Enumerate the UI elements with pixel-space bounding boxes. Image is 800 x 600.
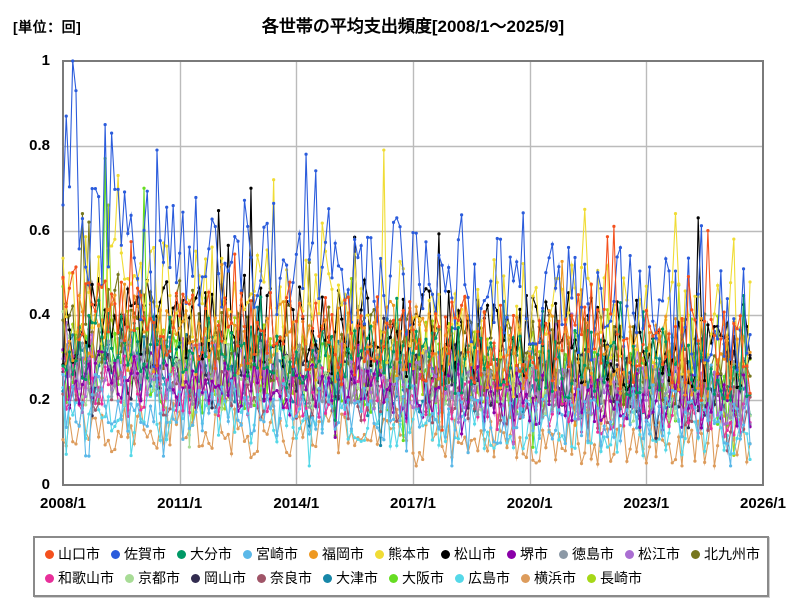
legend-series-name: 北九州市	[704, 546, 760, 562]
legend-item: 岡山市	[191, 570, 246, 586]
legend-series-name: 松山市	[454, 546, 496, 562]
legend-item: 松山市	[441, 546, 496, 562]
legend-row: 山口市 佐賀市 大分市 宮崎市 福岡市 熊本市 松山市 堺市 徳島市 松江市 北九州市	[45, 542, 760, 566]
legend-item: 大分市	[177, 546, 232, 562]
legend-series-name: 大阪市	[402, 570, 444, 586]
y-tick-label: 0.4	[29, 306, 50, 324]
legend-marker-circle-icon	[587, 573, 596, 583]
legend-item: 松江市	[625, 546, 680, 562]
legend-series-name: 岡山市	[204, 570, 246, 586]
legend-marker-circle-icon	[243, 549, 252, 559]
legend-series-name: 徳島市	[572, 546, 614, 562]
legend-item: 徳島市	[559, 546, 614, 562]
y-tick-label: 0.8	[29, 136, 50, 154]
legend-item: 福岡市	[309, 546, 364, 562]
legend-marker-circle-icon	[45, 549, 54, 559]
legend-row: 和歌山市 京都市 岡山市 奈良市 大津市 大阪市 広島市 横浜市 長崎市	[45, 566, 759, 590]
y-tick-label: 0.6	[29, 221, 50, 239]
y-tick-label: 0	[41, 476, 50, 493]
legend-item: 広島市	[455, 570, 510, 586]
legend-marker-circle-icon	[177, 549, 186, 559]
legend-marker-circle-icon	[191, 573, 200, 583]
legend-series-name: 広島市	[468, 570, 510, 586]
legend-series-name: 宮崎市	[256, 546, 298, 562]
x-tick-label: 2026/1	[740, 495, 786, 512]
legend-item: 京都市	[125, 570, 180, 586]
legend-series-name: 長崎市	[600, 570, 642, 586]
legend-marker-circle-icon	[441, 549, 450, 559]
legend-marker-circle-icon	[125, 573, 134, 583]
x-tick-label: 2011/1	[157, 495, 203, 512]
x-tick-label: 2008/1	[40, 495, 86, 512]
legend-item: 佐賀市	[111, 546, 166, 562]
legend: 山口市 佐賀市 大分市 宮崎市 福岡市 熊本市 松山市 堺市 徳島市 松江市 北九州市和歌山市 京都市…	[33, 536, 769, 597]
legend-item: 北九州市	[691, 546, 760, 562]
legend-item: 長崎市	[587, 570, 642, 586]
plot-canvas	[0, 0, 800, 540]
legend-series-name: 熊本市	[388, 546, 430, 562]
legend-marker-circle-icon	[455, 573, 464, 583]
legend-marker-circle-icon	[389, 573, 398, 583]
legend-series-name: 大津市	[336, 570, 378, 586]
legend-item: 熊本市	[375, 546, 430, 562]
x-tick-label: 2023/1	[623, 495, 670, 512]
legend-series-name: 和歌山市	[58, 570, 114, 586]
legend-marker-circle-icon	[507, 549, 516, 559]
x-tick-label: 2014/1	[273, 495, 320, 512]
legend-series-name: 大分市	[190, 546, 232, 562]
y-tick-label: 1	[41, 52, 50, 69]
y-tick-label: 0.2	[29, 391, 50, 409]
legend-series-name: 佐賀市	[124, 546, 166, 562]
legend-series-name: 松江市	[638, 546, 680, 562]
legend-series-name: 福岡市	[322, 546, 364, 562]
x-tick-label: 2017/1	[390, 495, 436, 512]
legend-item: 奈良市	[257, 570, 312, 586]
legend-series-name: 横浜市	[534, 570, 576, 586]
legend-marker-circle-icon	[521, 573, 530, 583]
legend-marker-circle-icon	[45, 573, 54, 583]
legend-item: 大津市	[323, 570, 378, 586]
legend-marker-circle-icon	[257, 573, 266, 583]
legend-item: 和歌山市	[45, 570, 114, 586]
legend-item: 山口市	[45, 546, 100, 562]
legend-marker-circle-icon	[375, 549, 384, 559]
legend-series-name: 堺市	[520, 546, 548, 562]
legend-series-name: 奈良市	[270, 570, 312, 586]
legend-marker-circle-icon	[111, 549, 120, 559]
legend-marker-circle-icon	[323, 573, 332, 583]
legend-series-name: 山口市	[58, 546, 100, 562]
legend-marker-circle-icon	[691, 549, 700, 559]
legend-series-name: 京都市	[138, 570, 180, 586]
legend-item: 大阪市	[389, 570, 444, 586]
legend-marker-circle-icon	[625, 549, 634, 559]
x-tick-label: 2020/1	[506, 495, 553, 512]
legend-item: 堺市	[507, 546, 548, 562]
legend-marker-circle-icon	[559, 549, 568, 559]
legend-marker-circle-icon	[309, 549, 318, 559]
legend-item: 宮崎市	[243, 546, 298, 562]
legend-item: 横浜市	[521, 570, 576, 586]
